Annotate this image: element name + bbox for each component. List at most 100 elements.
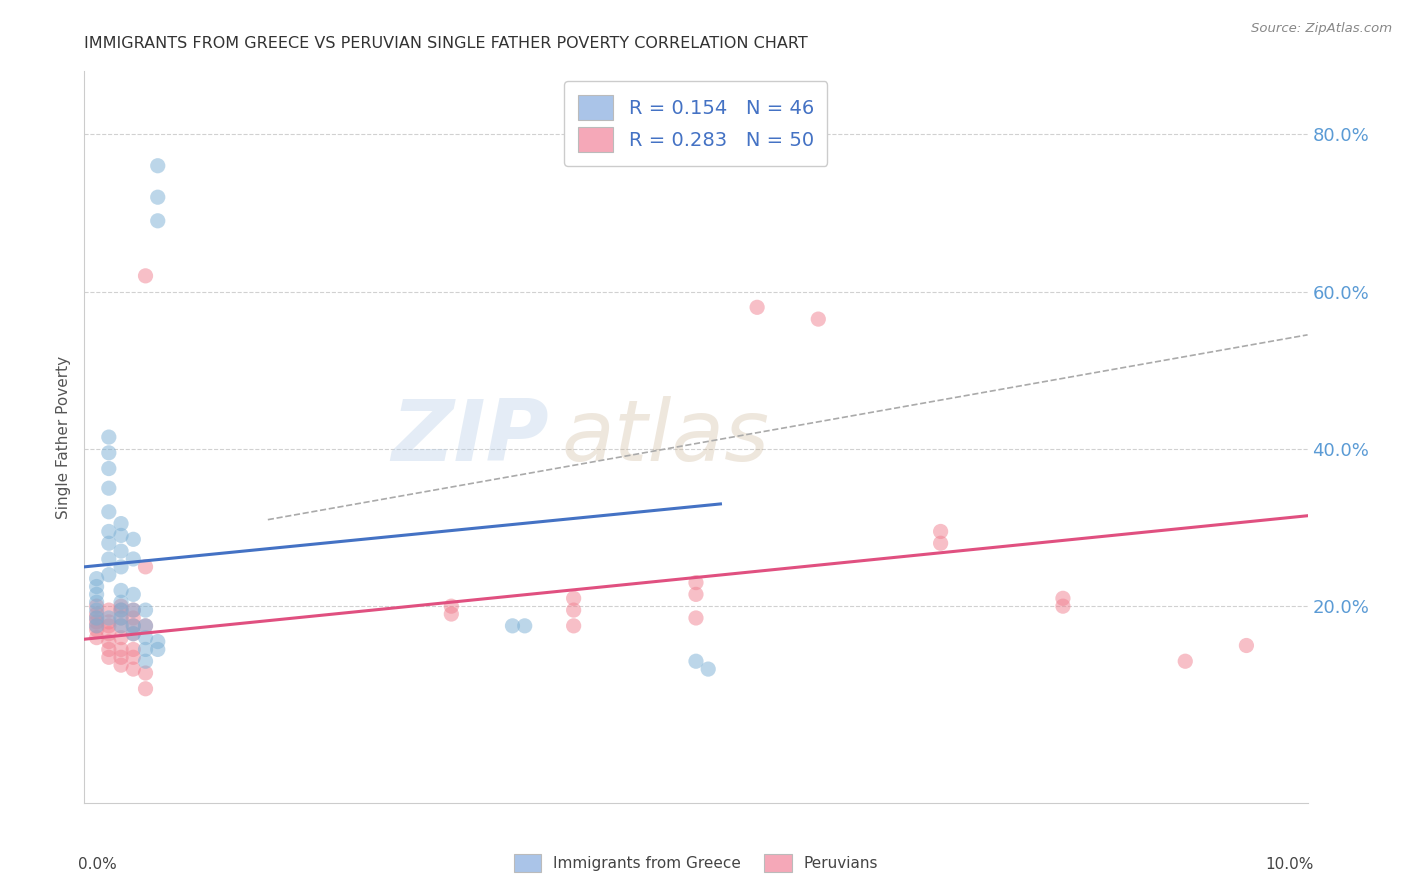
Point: [110, 642, 132, 657]
Point: [146, 159, 169, 173]
Point: [86, 631, 108, 645]
Point: [122, 626, 145, 640]
Point: [97, 552, 120, 566]
Point: [135, 681, 157, 696]
Point: [135, 631, 157, 645]
Point: [513, 619, 536, 633]
Point: [440, 607, 463, 621]
Point: [86, 572, 108, 586]
Point: [135, 619, 157, 633]
Point: [110, 650, 132, 665]
Point: [122, 662, 145, 676]
Y-axis label: Single Father Poverty: Single Father Poverty: [56, 356, 72, 518]
Point: [135, 642, 157, 657]
Point: [685, 575, 707, 590]
Point: [135, 603, 157, 617]
Point: [86, 611, 108, 625]
Point: [86, 615, 108, 629]
Point: [110, 611, 132, 625]
Point: [135, 559, 157, 574]
Point: [562, 591, 585, 606]
Point: [122, 626, 145, 640]
Point: [122, 603, 145, 617]
Point: [110, 658, 132, 673]
Point: [97, 626, 120, 640]
Point: [110, 619, 132, 633]
Point: [122, 611, 145, 625]
Point: [122, 650, 145, 665]
Point: [86, 623, 108, 637]
Point: [146, 190, 169, 204]
Point: [122, 587, 145, 601]
Point: [135, 619, 157, 633]
Point: [1174, 654, 1197, 668]
Text: ZIP: ZIP: [391, 395, 550, 479]
Point: [86, 603, 108, 617]
Point: [122, 619, 145, 633]
Point: [122, 552, 145, 566]
Point: [685, 611, 707, 625]
Point: [97, 536, 120, 550]
Point: [97, 615, 120, 629]
Point: [110, 599, 132, 614]
Point: [97, 461, 120, 475]
Point: [747, 301, 769, 315]
Text: atlas: atlas: [561, 395, 769, 479]
Point: [1052, 599, 1074, 614]
Point: [110, 528, 132, 542]
Point: [135, 654, 157, 668]
Point: [110, 631, 132, 645]
Point: [86, 611, 108, 625]
Point: [97, 650, 120, 665]
Point: [86, 607, 108, 621]
Point: [110, 544, 132, 558]
Point: [122, 603, 145, 617]
Point: [146, 634, 169, 648]
Point: [97, 619, 120, 633]
Point: [97, 524, 120, 539]
Text: 0.0%: 0.0%: [79, 857, 117, 872]
Point: [97, 481, 120, 495]
Point: [110, 611, 132, 625]
Point: [697, 662, 720, 676]
Point: [110, 559, 132, 574]
Point: [929, 536, 952, 550]
Point: [110, 603, 132, 617]
Text: IMMIGRANTS FROM GREECE VS PERUVIAN SINGLE FATHER POVERTY CORRELATION CHART: IMMIGRANTS FROM GREECE VS PERUVIAN SINGL…: [84, 36, 808, 51]
Point: [97, 642, 120, 657]
Point: [502, 619, 524, 633]
Point: [685, 587, 707, 601]
Point: [122, 533, 145, 547]
Point: [110, 603, 132, 617]
Point: [97, 505, 120, 519]
Point: [97, 603, 120, 617]
Point: [97, 634, 120, 648]
Point: [135, 666, 157, 681]
Point: [97, 430, 120, 444]
Point: [122, 642, 145, 657]
Point: [929, 524, 952, 539]
Point: [110, 583, 132, 598]
Point: [562, 603, 585, 617]
Legend: Immigrants from Greece, Peruvians: Immigrants from Greece, Peruvians: [506, 847, 886, 880]
Point: [122, 619, 145, 633]
Text: 10.0%: 10.0%: [1265, 857, 1313, 872]
Point: [110, 595, 132, 609]
Point: [110, 516, 132, 531]
Point: [86, 587, 108, 601]
Point: [685, 654, 707, 668]
Point: [86, 619, 108, 633]
Point: [86, 580, 108, 594]
Point: [97, 446, 120, 460]
Point: [86, 619, 108, 633]
Point: [97, 567, 120, 582]
Point: [562, 619, 585, 633]
Point: [110, 619, 132, 633]
Point: [1236, 639, 1258, 653]
Text: Source: ZipAtlas.com: Source: ZipAtlas.com: [1251, 22, 1392, 36]
Point: [86, 595, 108, 609]
Point: [135, 268, 157, 283]
Point: [146, 642, 169, 657]
Point: [97, 611, 120, 625]
Point: [807, 312, 830, 326]
